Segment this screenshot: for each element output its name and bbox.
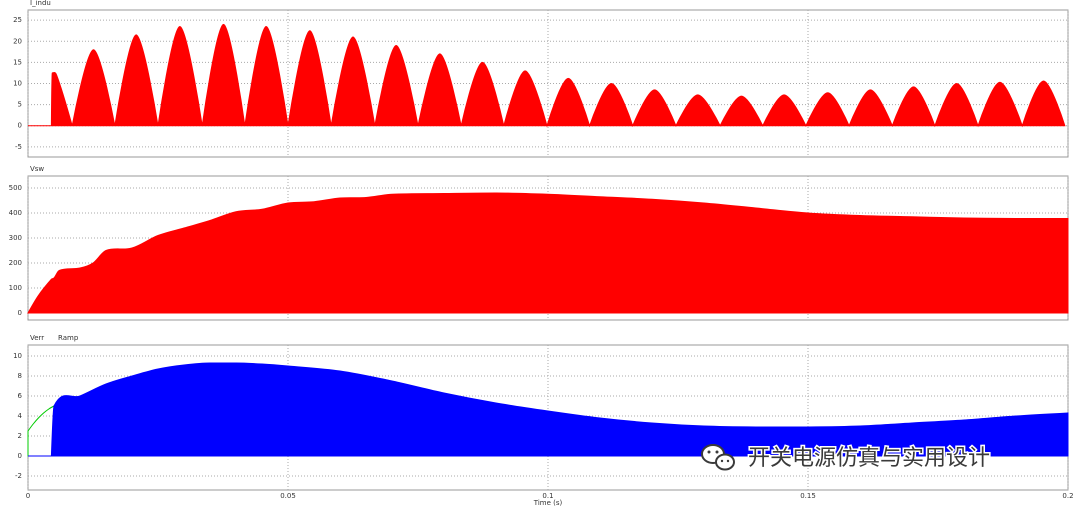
- legend-label: Verr: [30, 334, 44, 342]
- y-tick-label: 15: [13, 58, 22, 66]
- series-area: [27, 405, 55, 457]
- y-tick-label: 5: [18, 101, 22, 109]
- watermark: 开关电源仿真与实用设计: [748, 446, 990, 471]
- y-tick-label: 500: [9, 184, 22, 192]
- y-tick-label: 20: [13, 37, 22, 45]
- y-tick-label: 10: [13, 80, 22, 88]
- x-axis-label: Time (s): [533, 499, 563, 506]
- series-area: [28, 23, 1066, 128]
- watermark-icon: [701, 444, 735, 471]
- series-area: [28, 362, 1069, 457]
- y-tick-label: 6: [18, 392, 23, 400]
- y-tick-label: -2: [15, 472, 22, 480]
- y-tick-label: 0: [18, 309, 22, 317]
- y-tick-label: -5: [15, 143, 22, 151]
- y-tick-label: 300: [9, 234, 22, 242]
- y-tick-label: 25: [13, 16, 22, 24]
- panel: 0 100 200 300 400 500 Vsw: [9, 165, 1069, 321]
- y-tick-label: 0: [18, 452, 22, 460]
- x-tick-label: 0.1: [542, 492, 553, 500]
- y-tick-label: 8: [18, 372, 22, 380]
- legend-label: Vsw: [30, 165, 44, 173]
- x-tick-label: 0.05: [280, 492, 296, 500]
- x-tick-label: 0: [26, 492, 30, 500]
- legend-label: I_indu: [30, 0, 51, 7]
- series-area: [27, 192, 1069, 314]
- panel: -2 0 2 4 6 8 10 0 0.05 0.1 0.15 0.2 Time (s) Verr Ramp: [13, 334, 1073, 506]
- y-tick-label: 200: [9, 259, 22, 267]
- x-tick-label: 0.2: [1062, 492, 1073, 500]
- y-tick-label: 0: [18, 122, 22, 130]
- y-tick-label: 400: [9, 209, 22, 217]
- y-tick-label: 2: [18, 432, 22, 440]
- legend-label: Ramp: [58, 334, 79, 342]
- y-tick-label: 10: [13, 352, 22, 360]
- x-tick-label: 0.15: [800, 492, 816, 500]
- y-tick-label: 4: [18, 412, 23, 420]
- y-tick-label: 100: [9, 284, 22, 292]
- panel: -5 0 5 10 15 20 25 I_indu: [13, 0, 1069, 158]
